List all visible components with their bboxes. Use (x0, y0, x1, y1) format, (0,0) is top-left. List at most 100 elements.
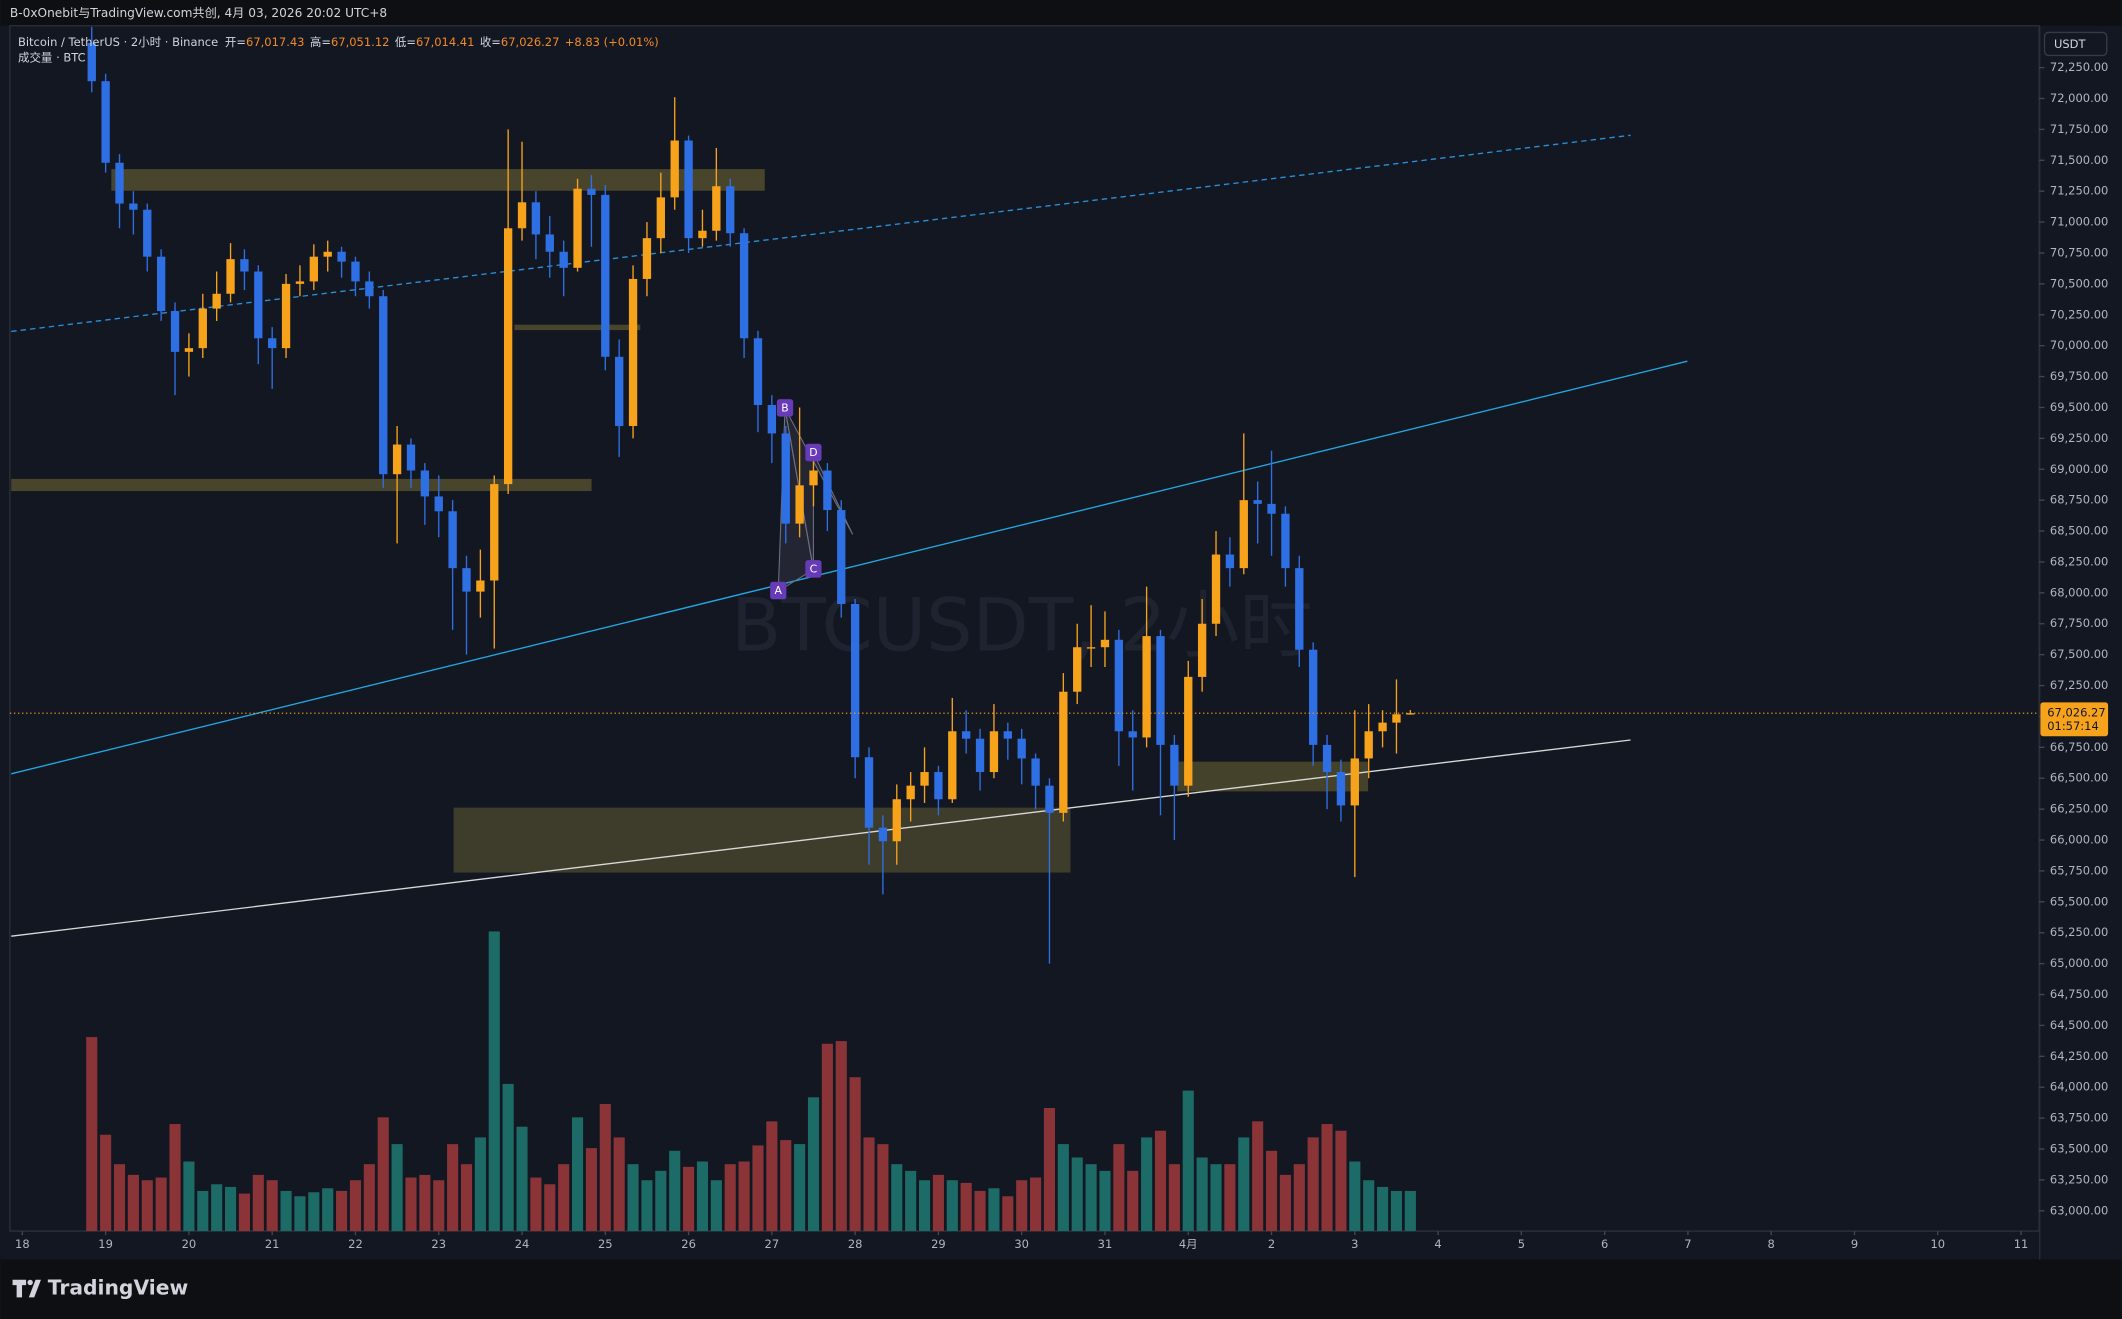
candle-body (1156, 636, 1165, 745)
candle-body (864, 757, 874, 828)
candle-body (170, 311, 180, 352)
y-tick-label: 64,250.00 (2050, 1049, 2108, 1063)
volume-bar (211, 1184, 223, 1232)
volume-bar (488, 931, 500, 1232)
y-tick-label: 64,000.00 (2050, 1080, 2108, 1094)
volume-bar (571, 1117, 584, 1232)
top-bar (0, 0, 2122, 26)
volume-bar (405, 1177, 417, 1232)
y-tick-label: 71,250.00 (2050, 184, 2108, 198)
volume-bar (238, 1193, 250, 1232)
pattern-badge (770, 581, 787, 600)
candle-body (531, 202, 541, 235)
candle-body (615, 356, 624, 427)
y-tick-label: 72,250.00 (2050, 60, 2108, 74)
volume-bar (918, 1180, 931, 1232)
candle-body (1197, 623, 1207, 677)
zone (11, 478, 592, 492)
brand-name: TradingView (48, 1276, 189, 1300)
candle-body (948, 731, 957, 800)
y-tick-label: 71,500.00 (2050, 153, 2108, 167)
candle-body (156, 256, 166, 312)
pattern-label: B (781, 402, 788, 415)
y-tick-label: 63,000.00 (2050, 1203, 2108, 1217)
volume-bar (891, 1164, 903, 1232)
candle-body (115, 162, 124, 204)
candle-body (420, 470, 430, 497)
volume-bar (1293, 1164, 1305, 1232)
y-tick-label: 66,500.00 (2050, 771, 2108, 785)
candle-body (476, 580, 485, 592)
candle-body (268, 338, 277, 349)
y-tick-label: 64,750.00 (2050, 987, 2108, 1001)
volume-bar (1099, 1170, 1111, 1232)
y-tick-label: 70,250.00 (2050, 307, 2108, 321)
x-tick-label: 10 (1930, 1237, 1945, 1251)
y-tick-label: 65,250.00 (2050, 925, 2108, 939)
volume-bar (1363, 1180, 1375, 1232)
volume-bar (585, 1148, 597, 1232)
candle-body (379, 296, 388, 475)
volume-bar (863, 1137, 875, 1232)
candle-body (406, 444, 416, 471)
x-tick-label: 9 (1851, 1237, 1858, 1251)
volume-layer (86, 931, 1416, 1232)
candle-body (1336, 772, 1346, 806)
currency-button[interactable] (2043, 31, 2108, 57)
y-tick-label: 68,500.00 (2050, 524, 2108, 538)
y-tick-label: 69,750.00 (2050, 369, 2108, 383)
volume-bar (752, 1145, 764, 1232)
candle-body (767, 404, 777, 434)
legend-line: Bitcoin / TetherUS · 2小时 · Binance 开=67,0… (18, 34, 659, 48)
candle-body (1100, 639, 1110, 648)
volume-bar (1210, 1164, 1222, 1232)
x-tick-label: 26 (681, 1237, 696, 1251)
x-tick-label: 18 (15, 1237, 30, 1251)
volume-bar (322, 1188, 334, 1232)
y-tick-label: 65,000.00 (2050, 956, 2108, 970)
volume-bar (113, 1164, 126, 1232)
volume-bar (1154, 1130, 1167, 1232)
volume-bar (1196, 1157, 1208, 1232)
candle-body (87, 42, 96, 82)
y-tick-label: 64,500.00 (2050, 1018, 2108, 1032)
volume-bar (1321, 1124, 1333, 1232)
trend-line-white (11, 739, 1631, 937)
volume-bar (1279, 1174, 1291, 1232)
candle-body (1045, 785, 1054, 813)
volume-bar (1085, 1164, 1097, 1232)
candle-body (1184, 676, 1193, 786)
pattern-label: A (775, 584, 783, 597)
volume-bar (1265, 1150, 1278, 1232)
candle-body (1211, 554, 1221, 624)
candle-body (1017, 738, 1026, 759)
watermark: BTCUSDT, 2小时 (731, 583, 1312, 668)
volume-bar (613, 1137, 625, 1232)
candle-body (448, 511, 457, 569)
y-tick-label: 65,750.00 (2050, 863, 2108, 877)
volume-bar (1141, 1137, 1153, 1232)
top-title: B-0xOnebit与TradingView.com共创, 4月 03, 202… (10, 6, 387, 20)
y-tick-label: 72,000.00 (2050, 91, 2108, 105)
candle-body (684, 140, 693, 239)
x-tick-label: 3 (1351, 1237, 1358, 1251)
currency[interactable]: USDT (2054, 37, 2087, 51)
volume-legend: 成交量 · BTC (18, 51, 86, 65)
x-tick-label: 21 (265, 1237, 280, 1251)
candle-body (601, 194, 610, 357)
y-tick-label: 68,750.00 (2050, 493, 2108, 507)
y-tick-label: 66,750.00 (2050, 740, 2108, 754)
candle-body (365, 281, 374, 297)
candle-body (712, 186, 721, 231)
x-tick-label: 8 (1768, 1237, 1775, 1251)
volume-bar (641, 1180, 653, 1232)
candle-body (240, 259, 249, 272)
volume-bar (474, 1137, 486, 1232)
candle-body (1392, 714, 1401, 723)
x-tick-label: 19 (98, 1237, 113, 1251)
candle-body (670, 140, 679, 198)
countdown: 01:57:14 (2047, 719, 2099, 733)
zone (111, 169, 765, 191)
candle-body (1267, 503, 1276, 514)
